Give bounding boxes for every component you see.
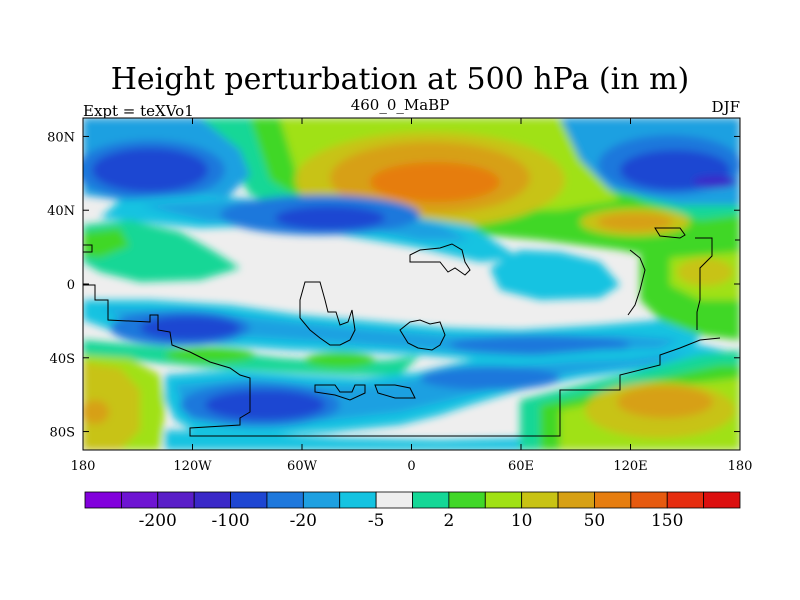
colorbar-swatch	[448, 491, 486, 509]
colorbar-swatch	[666, 491, 705, 509]
colorbar-swatch	[230, 491, 268, 509]
x-tick-label: 180	[71, 459, 96, 474]
colorbar-swatch	[157, 491, 195, 509]
colorbar-label: -20	[290, 511, 317, 531]
colorbar-swatch	[412, 491, 450, 509]
colorbar-swatch	[84, 491, 122, 509]
colorbar-swatch	[484, 491, 523, 509]
colorbar-swatch	[594, 491, 632, 509]
colorbar-label: 2	[443, 511, 454, 531]
colorbar-label: -5	[368, 511, 385, 531]
colorbar-label: 50	[584, 511, 606, 531]
x-tick-label: 180	[728, 459, 753, 474]
colorbar-swatch	[703, 491, 741, 509]
coastlines	[83, 227, 740, 437]
x-tick-label: 60E	[508, 459, 534, 474]
y-tick-label: 80N	[47, 130, 75, 145]
y-tick-label: 40N	[47, 204, 75, 219]
colorbar: -200 -100 -20 -5 2 10 50 150	[84, 491, 741, 531]
colorbar-swatch	[266, 491, 304, 509]
colorbar-label: -100	[211, 511, 249, 531]
colorbar-swatch	[193, 491, 231, 509]
x-tick-label: 120W	[173, 459, 212, 474]
colorbar-swatch	[557, 491, 595, 509]
colorbar-swatch	[375, 491, 413, 509]
colorbar-swatch	[521, 491, 559, 509]
x-tick-label: 0	[407, 459, 415, 474]
x-tick-label: 120E	[613, 459, 647, 474]
y-tick-label: 40S	[50, 352, 75, 367]
colorbar-label: 10	[511, 511, 533, 531]
colorbar-swatch	[339, 491, 377, 509]
contour-field	[83, 118, 740, 450]
season-label: DJF	[711, 98, 740, 116]
map-title: Height perturbation at 500 hPa (in m)	[110, 62, 690, 97]
colorbar-label: 150	[651, 511, 683, 531]
period-label: 460_0_MaBP	[350, 96, 450, 114]
x-tick-label: 60W	[287, 459, 318, 474]
colorbar-swatch	[630, 491, 668, 509]
y-tick-label: 80S	[50, 426, 75, 441]
x-axis: 180 120W 60W 0 60E 120E 180	[71, 118, 753, 474]
y-tick-label: 0	[67, 278, 75, 293]
experiment-label: Expt = teXVo1	[83, 102, 194, 120]
colorbar-swatch	[302, 491, 341, 509]
colorbar-label: -200	[139, 511, 177, 531]
colorbar-swatch	[120, 491, 159, 509]
y-axis: 80N 40N 0 40S 80S	[47, 130, 740, 441]
